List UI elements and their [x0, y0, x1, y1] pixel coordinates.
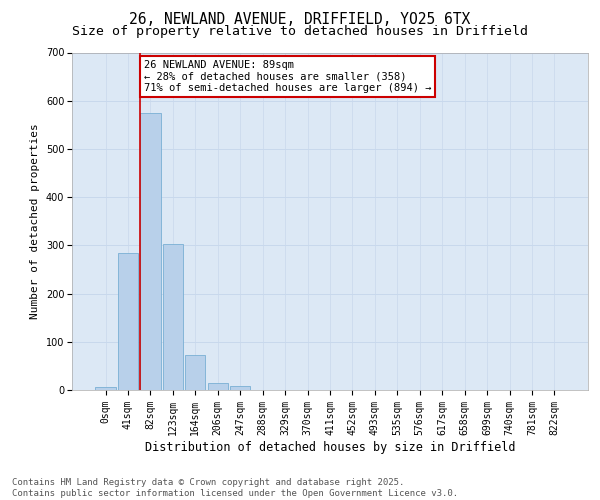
Bar [118, 252, 138, 390]
X-axis label: Distribution of detached houses by size in Driffield: Distribution of detached houses by size … [145, 440, 515, 454]
Text: 26, NEWLAND AVENUE, DRIFFIELD, YO25 6TX: 26, NEWLAND AVENUE, DRIFFIELD, YO25 6TX [130, 12, 470, 28]
Bar [230, 386, 250, 390]
Text: Contains HM Land Registry data © Crown copyright and database right 2025.
Contai: Contains HM Land Registry data © Crown c… [12, 478, 458, 498]
Y-axis label: Number of detached properties: Number of detached properties [31, 124, 40, 319]
Bar [140, 113, 161, 390]
Bar [95, 386, 116, 390]
Text: Size of property relative to detached houses in Driffield: Size of property relative to detached ho… [72, 25, 528, 38]
Bar [163, 244, 183, 390]
Bar [208, 383, 228, 390]
Bar [185, 355, 205, 390]
Text: 26 NEWLAND AVENUE: 89sqm
← 28% of detached houses are smaller (358)
71% of semi-: 26 NEWLAND AVENUE: 89sqm ← 28% of detach… [144, 60, 431, 93]
